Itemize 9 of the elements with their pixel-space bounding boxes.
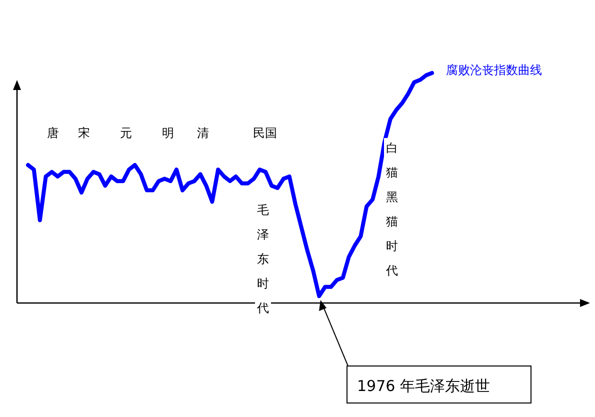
annotation: 1976 年毛泽东逝世 xyxy=(357,377,490,395)
annotation: 清 xyxy=(197,126,209,140)
annotation: 白猫黑猫时代 xyxy=(386,141,398,278)
annotation: 宋 xyxy=(78,126,90,140)
annotation: 毛泽东时代 xyxy=(257,203,269,315)
annotation: 元 xyxy=(120,126,132,140)
annotation: 民国 xyxy=(253,126,277,140)
annotation: 明 xyxy=(162,126,174,140)
annotation: 唐 xyxy=(47,126,59,140)
